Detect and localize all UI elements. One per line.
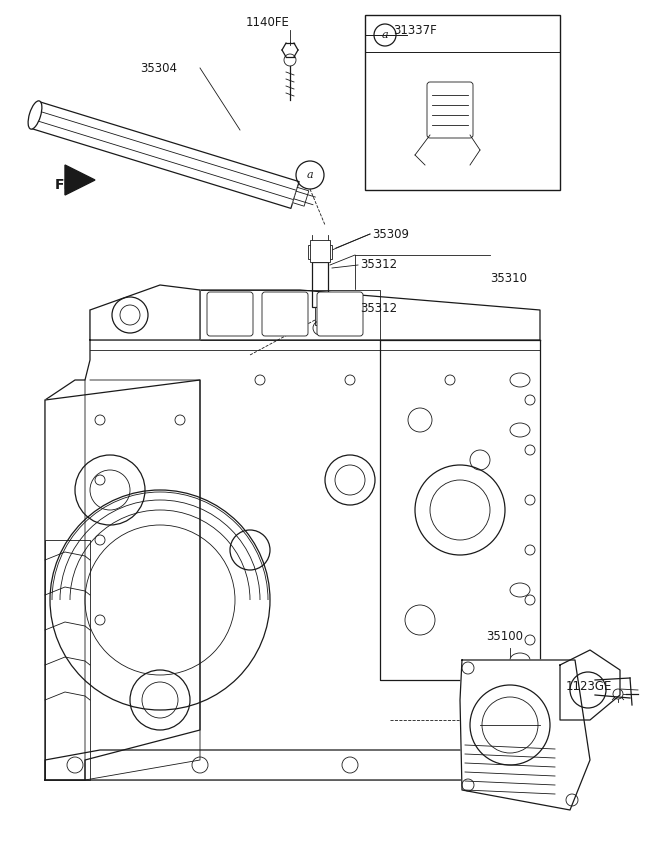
Text: 35309: 35309 <box>372 227 409 241</box>
Text: a: a <box>382 30 388 40</box>
Bar <box>365 15 560 190</box>
Polygon shape <box>293 187 309 206</box>
Text: 35312: 35312 <box>360 259 397 271</box>
Text: 35304: 35304 <box>140 62 177 75</box>
Polygon shape <box>90 285 200 340</box>
Text: 35100: 35100 <box>486 629 523 643</box>
Bar <box>310 240 330 262</box>
Bar <box>308 245 332 259</box>
FancyBboxPatch shape <box>317 292 363 336</box>
Text: 35310: 35310 <box>490 271 527 284</box>
Ellipse shape <box>510 423 530 437</box>
Polygon shape <box>200 290 380 340</box>
Polygon shape <box>45 540 90 780</box>
Ellipse shape <box>510 373 530 387</box>
Text: FR.: FR. <box>55 178 81 192</box>
Text: 31337F: 31337F <box>393 24 437 36</box>
Polygon shape <box>45 750 540 780</box>
Bar <box>315 307 325 325</box>
Polygon shape <box>460 660 590 810</box>
Ellipse shape <box>510 653 530 667</box>
Polygon shape <box>65 165 95 195</box>
Ellipse shape <box>510 583 530 597</box>
FancyBboxPatch shape <box>262 292 308 336</box>
Text: a: a <box>307 170 313 180</box>
Polygon shape <box>31 102 299 209</box>
Text: 35312: 35312 <box>360 302 397 315</box>
Polygon shape <box>45 340 540 780</box>
Polygon shape <box>380 340 540 680</box>
FancyBboxPatch shape <box>427 82 473 138</box>
Bar <box>312 262 328 307</box>
Text: 1140FE: 1140FE <box>246 15 290 29</box>
Ellipse shape <box>28 101 42 129</box>
Polygon shape <box>45 380 200 780</box>
FancyBboxPatch shape <box>207 292 253 336</box>
Text: 1123GE: 1123GE <box>566 679 612 693</box>
Polygon shape <box>560 650 620 720</box>
Polygon shape <box>90 290 540 340</box>
